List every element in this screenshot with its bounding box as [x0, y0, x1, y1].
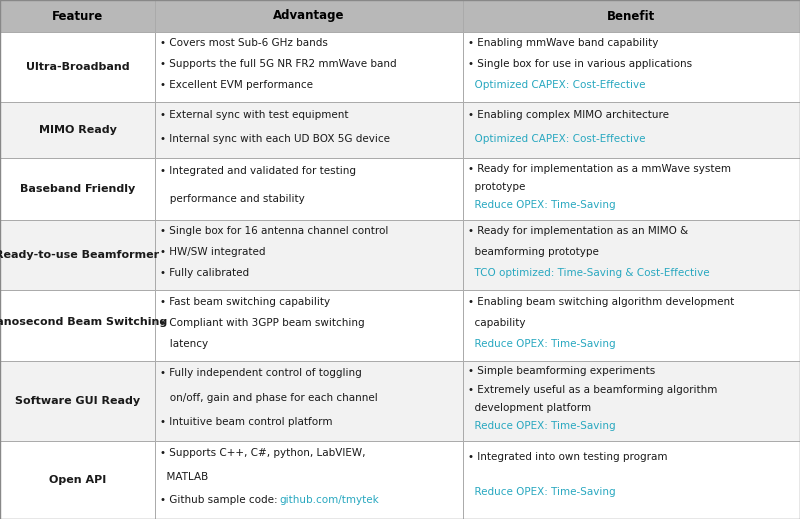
Text: • Excellent EVM performance: • Excellent EVM performance: [160, 80, 313, 90]
Text: Software GUI Ready: Software GUI Ready: [15, 396, 140, 406]
Bar: [0, 102, 155, 158]
Text: • Single box for 16 antenna channel control: • Single box for 16 antenna channel cont…: [160, 226, 388, 237]
Text: • HW/SW integrated: • HW/SW integrated: [160, 248, 266, 257]
Text: Ultra-Broadband: Ultra-Broadband: [26, 62, 130, 72]
Text: TCO optimized: Time-Saving & Cost-Effective: TCO optimized: Time-Saving & Cost-Effect…: [468, 268, 710, 278]
Text: • Ready for implementation as an MIMO &: • Ready for implementation as an MIMO &: [468, 226, 688, 237]
Text: • Fully independent control of toggling: • Fully independent control of toggling: [160, 368, 362, 378]
Bar: [155, 32, 463, 102]
Text: Ready-to-use Beamformer: Ready-to-use Beamformer: [0, 250, 159, 261]
Text: MIMO Ready: MIMO Ready: [38, 125, 117, 135]
Bar: [0, 158, 155, 220]
Text: Feature: Feature: [52, 9, 103, 22]
Text: Advantage: Advantage: [274, 9, 345, 22]
Text: • External sync with test equipment: • External sync with test equipment: [160, 110, 349, 119]
Text: capability: capability: [468, 318, 526, 327]
Bar: [463, 102, 800, 158]
Bar: [463, 361, 800, 442]
Bar: [463, 158, 800, 220]
Text: development platform: development platform: [468, 403, 591, 413]
Text: Reduce OPEX: Time-Saving: Reduce OPEX: Time-Saving: [468, 200, 616, 210]
Text: • Internal sync with each UD BOX 5G device: • Internal sync with each UD BOX 5G devi…: [160, 134, 390, 144]
Bar: [155, 361, 463, 442]
Bar: [463, 291, 800, 361]
Bar: [0, 0, 155, 32]
Text: • Simple beamforming experiments: • Simple beamforming experiments: [468, 366, 655, 376]
Text: Open API: Open API: [49, 475, 106, 485]
Text: Reduce OPEX: Time-Saving: Reduce OPEX: Time-Saving: [468, 421, 616, 431]
Text: • Supports C++, C#, python, LabVIEW,: • Supports C++, C#, python, LabVIEW,: [160, 448, 366, 458]
Text: • Fast beam switching capability: • Fast beam switching capability: [160, 297, 330, 307]
Text: prototype: prototype: [468, 182, 526, 192]
Bar: [0, 361, 155, 442]
Bar: [0, 291, 155, 361]
Bar: [463, 442, 800, 519]
Text: • Integrated into own testing program: • Integrated into own testing program: [468, 452, 667, 462]
Text: • Single box for use in various applications: • Single box for use in various applicat…: [468, 59, 692, 69]
Text: beamforming prototype: beamforming prototype: [468, 248, 599, 257]
Text: MATLAB: MATLAB: [160, 472, 208, 482]
Text: • Ready for implementation as a mmWave system: • Ready for implementation as a mmWave s…: [468, 163, 731, 173]
Text: • Intuitive beam control platform: • Intuitive beam control platform: [160, 417, 333, 427]
Bar: [0, 32, 155, 102]
Bar: [463, 0, 800, 32]
Text: • Compliant with 3GPP beam switching: • Compliant with 3GPP beam switching: [160, 318, 365, 327]
Text: • Enabling complex MIMO architecture: • Enabling complex MIMO architecture: [468, 110, 669, 119]
Bar: [155, 158, 463, 220]
Bar: [463, 220, 800, 291]
Bar: [155, 220, 463, 291]
Text: performance and stability: performance and stability: [160, 194, 305, 203]
Text: latency: latency: [160, 338, 208, 349]
Bar: [155, 0, 463, 32]
Text: github.com/tmytek: github.com/tmytek: [279, 495, 379, 505]
Text: Optimized CAPEX: Cost-Effective: Optimized CAPEX: Cost-Effective: [468, 134, 646, 144]
Text: • Enabling beam switching algorithm development: • Enabling beam switching algorithm deve…: [468, 297, 734, 307]
Text: • Enabling mmWave band capability: • Enabling mmWave band capability: [468, 38, 658, 48]
Bar: [0, 220, 155, 291]
Text: • Supports the full 5G NR FR2 mmWave band: • Supports the full 5G NR FR2 mmWave ban…: [160, 59, 397, 69]
Bar: [155, 442, 463, 519]
Text: • Covers most Sub-6 GHz bands: • Covers most Sub-6 GHz bands: [160, 38, 328, 48]
Text: • Extremely useful as a beamforming algorithm: • Extremely useful as a beamforming algo…: [468, 385, 718, 394]
Text: Baseband Friendly: Baseband Friendly: [20, 184, 135, 194]
Text: • Fully calibrated: • Fully calibrated: [160, 268, 249, 278]
Bar: [0, 442, 155, 519]
Bar: [155, 102, 463, 158]
Text: Nanosecond Beam Switching: Nanosecond Beam Switching: [0, 317, 168, 326]
Text: Reduce OPEX: Time-Saving: Reduce OPEX: Time-Saving: [468, 487, 616, 497]
Text: Benefit: Benefit: [607, 9, 656, 22]
Bar: [155, 291, 463, 361]
Bar: [463, 32, 800, 102]
Text: on/off, gain and phase for each channel: on/off, gain and phase for each channel: [160, 392, 378, 403]
Text: • Github sample code:: • Github sample code:: [160, 495, 281, 505]
Text: Optimized CAPEX: Cost-Effective: Optimized CAPEX: Cost-Effective: [468, 80, 646, 90]
Text: Reduce OPEX: Time-Saving: Reduce OPEX: Time-Saving: [468, 338, 616, 349]
Text: • Integrated and validated for testing: • Integrated and validated for testing: [160, 166, 356, 176]
